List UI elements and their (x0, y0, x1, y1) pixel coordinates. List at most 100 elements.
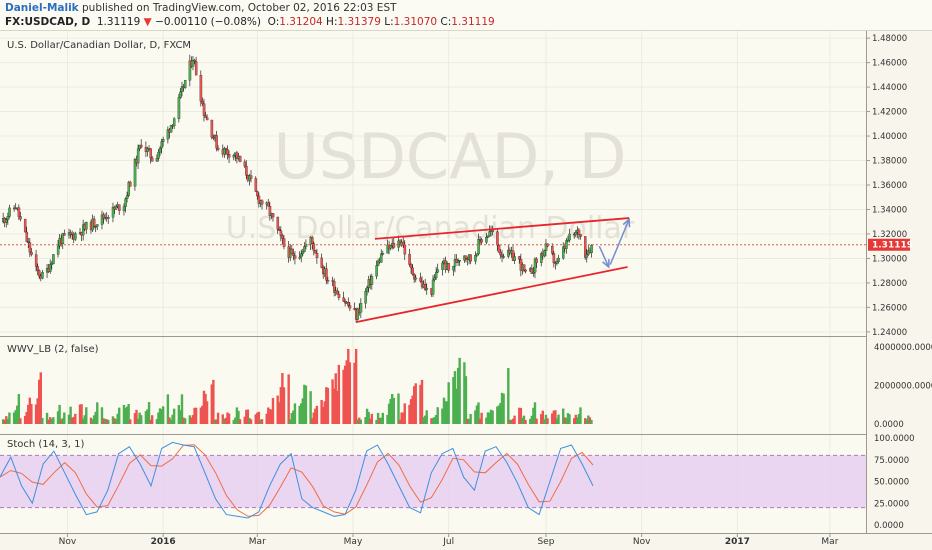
volume-bar (455, 388, 458, 424)
volume-bar (491, 410, 494, 424)
candle-body (408, 253, 411, 265)
volume-bar (202, 390, 206, 424)
stoch-tick-label: 50.0000 (874, 478, 909, 488)
volume-bar (282, 387, 286, 424)
price-tick-label: 1.26000 (872, 303, 907, 313)
candle-body (518, 256, 521, 260)
volume-bar (521, 417, 524, 424)
candle-body (226, 149, 229, 155)
volume-bar (188, 415, 192, 424)
volume-pane-bg[interactable] (0, 337, 866, 434)
volume-bar (345, 360, 348, 424)
volume-bar (434, 414, 438, 424)
volume-bar (391, 394, 394, 424)
candle-body (441, 262, 444, 270)
publish-line: Daniel-Malik published on TradingView.co… (5, 2, 397, 14)
volume-bar (139, 415, 143, 424)
candle-body (326, 280, 330, 282)
candle-body (188, 60, 192, 81)
volume-bar (500, 392, 504, 424)
candle-body (551, 245, 554, 254)
time-axis[interactable]: Nov 2016 Mar May Jul Sep Nov 2017 Mar (59, 533, 839, 547)
candle-body (160, 141, 163, 149)
candle-body (61, 233, 65, 245)
candle-body (348, 305, 352, 309)
candle-body (267, 202, 270, 207)
candle-body (215, 135, 218, 149)
volume-bar (518, 407, 521, 424)
volume-bar (107, 419, 110, 424)
volume-bar (69, 406, 72, 424)
volume-bar (577, 414, 581, 424)
chart-header: Daniel-Malik published on TradingView.co… (0, 0, 932, 31)
author-link[interactable]: Daniel-Malik (5, 2, 79, 14)
candle-body (543, 250, 546, 257)
candle-body (124, 198, 127, 207)
forecast-arrow (598, 245, 610, 268)
candle-body (149, 148, 152, 159)
time-tick-label: Jul (442, 537, 454, 547)
candle-body (507, 249, 510, 257)
volume-bars (1, 348, 593, 424)
price-tick-label: 1.48000 (872, 34, 907, 44)
volume-bar (129, 419, 132, 424)
candle-body (254, 178, 258, 192)
candle-body (336, 290, 339, 295)
volume-bar (72, 416, 75, 424)
volume-bar (452, 377, 455, 424)
candle-body (562, 246, 565, 259)
volume-bar (387, 403, 391, 424)
candle-body (111, 206, 115, 218)
volume-bar (320, 399, 323, 424)
trendlines[interactable] (355, 217, 631, 323)
volume-bar (38, 379, 41, 424)
candle-body (535, 258, 538, 263)
volume-bar (149, 419, 152, 424)
volume-bar (380, 417, 383, 424)
volume-bar (554, 410, 557, 424)
volume-bar (343, 365, 347, 424)
volume-bar (113, 418, 116, 424)
price-axis[interactable]: 1.24000 1.26000 1.28000 1.30000 1.32000 1.340… (866, 34, 932, 531)
price-tick-label: 1.28000 (872, 279, 907, 289)
candle-body (380, 253, 383, 263)
volume-bar (544, 414, 548, 424)
candle-body (69, 232, 72, 235)
trendline (355, 266, 628, 323)
volume-bar (304, 385, 308, 424)
candle-body (28, 242, 32, 253)
volume-bar (289, 419, 292, 424)
candle-body (249, 175, 253, 179)
volume-bar (243, 416, 246, 424)
volume-bar (238, 419, 242, 424)
volume-bar (193, 407, 196, 424)
candle-body (577, 229, 581, 235)
volume-bar (314, 408, 317, 424)
candle-body (434, 272, 438, 278)
candle-body (19, 216, 22, 220)
volume-bar (166, 394, 170, 424)
volume-bar (16, 405, 19, 424)
candle-body (81, 224, 85, 236)
candle-body (311, 236, 314, 244)
volume-bar (522, 415, 526, 424)
candle-body (224, 147, 228, 150)
candle-body (568, 233, 571, 241)
candle-body (353, 307, 356, 310)
high-value: 1.31379 (337, 16, 381, 28)
volume-bar (212, 379, 215, 424)
candle-body (151, 157, 154, 162)
volume-bar (412, 386, 416, 424)
volume-bar (276, 395, 279, 424)
volume-bar (182, 417, 185, 424)
volume-bar (150, 415, 154, 424)
volume-bar (543, 419, 546, 424)
low-label: L: (384, 16, 394, 28)
volume-bar (133, 413, 137, 424)
candle-body (243, 161, 247, 167)
candle-body (497, 245, 501, 253)
volume-bar (194, 407, 198, 424)
volume-bar (70, 417, 74, 424)
volume-bar (502, 393, 505, 424)
